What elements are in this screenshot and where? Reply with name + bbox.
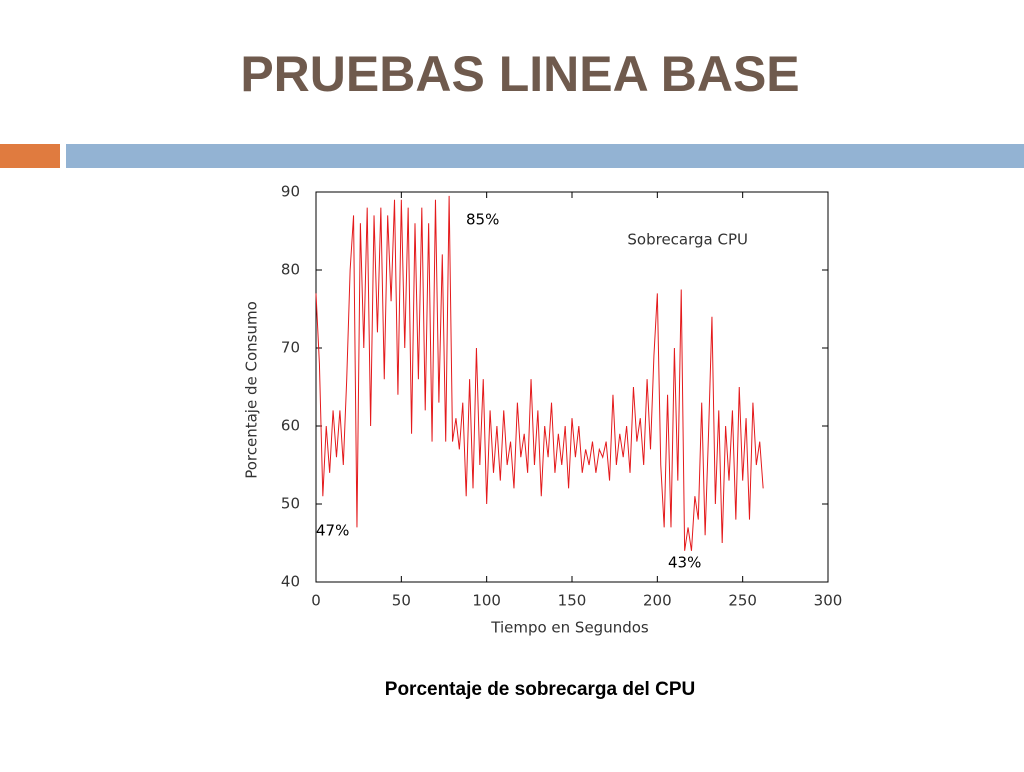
- x-tick-label: 300: [814, 592, 843, 610]
- header-bar: [66, 144, 1024, 168]
- y-tick-label: 50: [281, 495, 300, 513]
- slide-title: PRUEBAS LINEA BASE: [240, 46, 799, 102]
- annotation: 85%: [466, 211, 499, 229]
- accent-bar: [0, 144, 60, 168]
- y-axis-label: Porcentaje de Consumo: [243, 301, 261, 479]
- series-line: [315, 195, 764, 551]
- x-axis-label: Tiempo en Segundos: [490, 619, 649, 637]
- x-tick-label: 0: [311, 592, 321, 610]
- x-tick-label: 200: [643, 592, 672, 610]
- y-tick-label: 40: [281, 573, 300, 591]
- x-tick-label: 100: [472, 592, 501, 610]
- legend-label: Sobrecarga CPU: [627, 231, 748, 249]
- y-tick-label: 70: [281, 339, 300, 357]
- x-tick-label: 250: [728, 592, 757, 610]
- x-tick-label: 150: [558, 592, 587, 610]
- annotation: 47%: [316, 522, 349, 540]
- y-tick-label: 80: [281, 261, 300, 279]
- annotation: 43%: [668, 554, 701, 572]
- caption: Porcentaje de sobrecarga del CPU: [385, 679, 695, 700]
- x-tick-label: 50: [392, 592, 411, 610]
- y-tick-label: 90: [281, 183, 300, 201]
- y-tick-label: 60: [281, 417, 300, 435]
